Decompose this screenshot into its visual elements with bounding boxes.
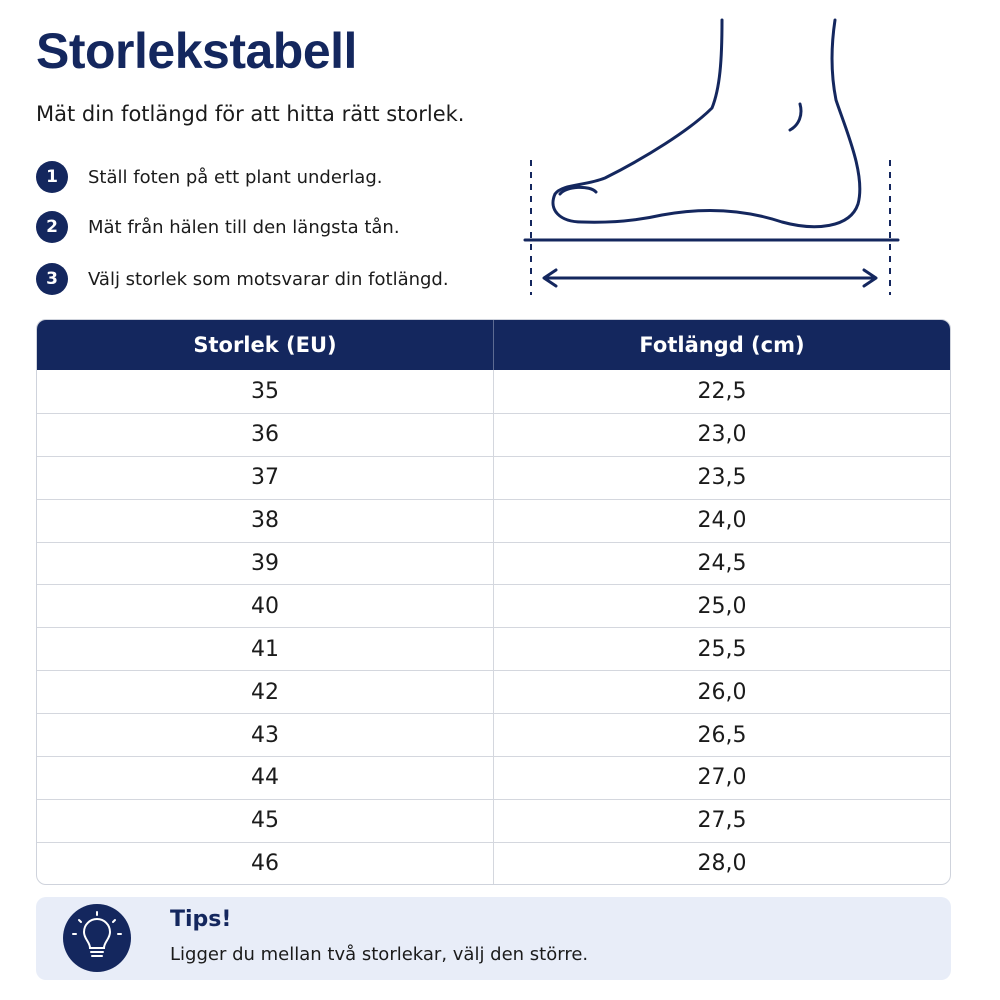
- table-cell: 39: [251, 551, 279, 576]
- table-cell: 45: [251, 808, 279, 834]
- table-body: 35 22,5 36 23,0 37 23,5 38 24,0 39 24,5 40 25,0 41 25…: [37, 370, 950, 884]
- table-cell: 27,5: [493, 799, 950, 842]
- step-number: 2: [36, 211, 68, 243]
- table-row: 44 27,0: [37, 756, 950, 799]
- tip-text: Ligger du mellan två storlekar, välj den…: [170, 944, 589, 965]
- table-cell: 40: [251, 593, 279, 619]
- size-table: Storlek (EU) Fotlängd (cm) 35 22,5 36 23,0 37…: [36, 319, 951, 885]
- table-cell: 44: [251, 765, 279, 791]
- table-row: 46 28,0: [37, 841, 950, 884]
- table-row: 42 26,0: [37, 670, 950, 714]
- table-cell: 24,5: [493, 542, 950, 585]
- step-text: Mät från hälen till den längsta tån.: [88, 216, 400, 238]
- table-cell: 26,0: [493, 671, 950, 714]
- table-row: 36 23,0: [37, 412, 950, 456]
- tip-icon: [63, 904, 131, 972]
- table-cell: 22,5: [493, 370, 950, 413]
- table-cell: 36: [251, 422, 279, 448]
- table-cell: 25,0: [493, 585, 950, 628]
- step: 1 Ställ foten på ett plant underlag.: [36, 161, 382, 193]
- table-cell: 23,0: [493, 413, 950, 456]
- table-cell: 25,5: [493, 628, 950, 671]
- tip-title: Tips!: [170, 907, 232, 932]
- table-row: 39 24,5: [37, 541, 950, 585]
- table-row: 40 25,0: [37, 584, 950, 628]
- table-cell: 24,0: [493, 499, 950, 542]
- step: 3 Välj storlek som motsvarar din fotlängd…: [36, 263, 449, 295]
- table-cell: 23,5: [493, 456, 950, 499]
- table-row: 45 27,5: [37, 798, 950, 842]
- table-cell: 41: [251, 636, 279, 662]
- table-row: 43 26,5: [37, 713, 950, 757]
- table-cell: 35: [251, 378, 279, 404]
- table-cell: 38: [251, 508, 279, 534]
- step: 2 Mät från hälen till den längsta tån.: [36, 211, 400, 243]
- table-row: 38 24,0: [37, 498, 950, 542]
- table-cell: 37: [251, 465, 279, 491]
- step-number: 3: [36, 263, 68, 295]
- column-header: Fotlängd (cm): [493, 320, 950, 370]
- foot-illustration: [523, 18, 900, 295]
- table-cell: 42: [251, 679, 279, 705]
- table-cell: 28,0: [493, 842, 950, 884]
- table-row: 37 23,5: [37, 455, 950, 499]
- subtitle: Mät din fotlängd för att hitta rätt stor…: [36, 102, 465, 126]
- table-row: 35 22,5: [37, 370, 950, 413]
- title: Storlekstabell: [36, 23, 357, 79]
- table-row: 41 25,5: [37, 627, 950, 671]
- column-header: Storlek (EU): [193, 333, 337, 357]
- table-header: Storlek (EU) Fotlängd (cm): [37, 320, 950, 370]
- table-cell: 43: [251, 722, 279, 748]
- step-text: Ställ foten på ett plant underlag.: [88, 166, 383, 188]
- tip-box: Tips! Ligger du mellan två storlekar, vä…: [36, 897, 951, 980]
- table-cell: 26,5: [493, 714, 950, 757]
- step-text: Välj storlek som motsvarar din fotlängd.: [88, 268, 449, 290]
- step-number: 1: [36, 161, 68, 193]
- table-cell: 46: [251, 851, 279, 877]
- table-cell: 27,0: [493, 757, 950, 799]
